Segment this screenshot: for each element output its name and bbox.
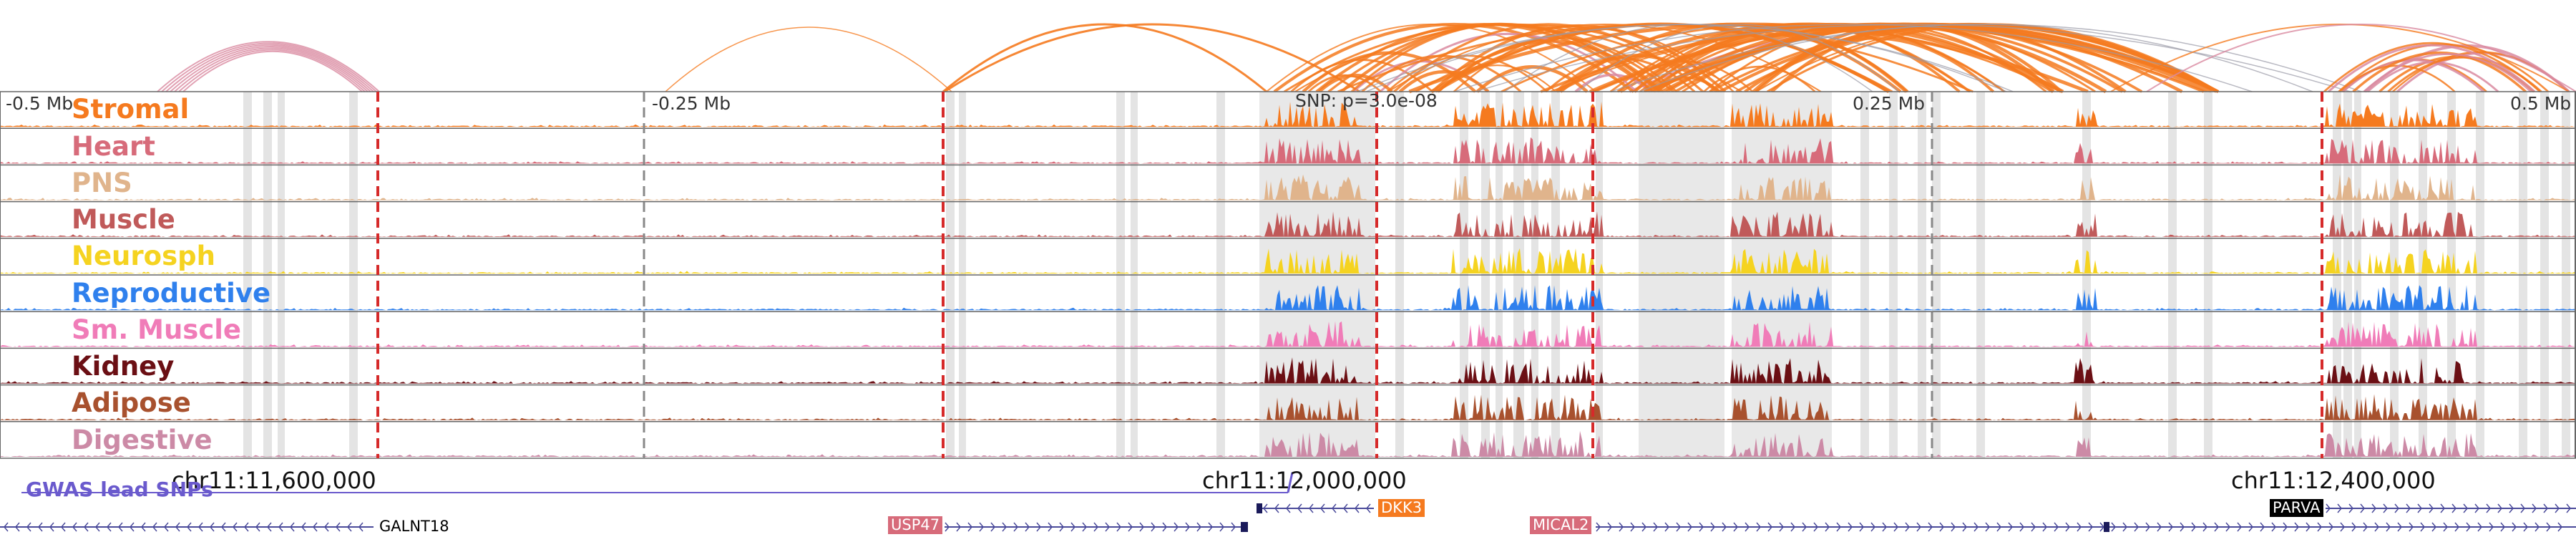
track-separators xyxy=(0,91,2576,459)
gene-track xyxy=(0,472,2576,532)
interaction-arcs xyxy=(157,22,2576,94)
signal-tracks xyxy=(0,101,2576,457)
position-markers xyxy=(376,92,2323,458)
